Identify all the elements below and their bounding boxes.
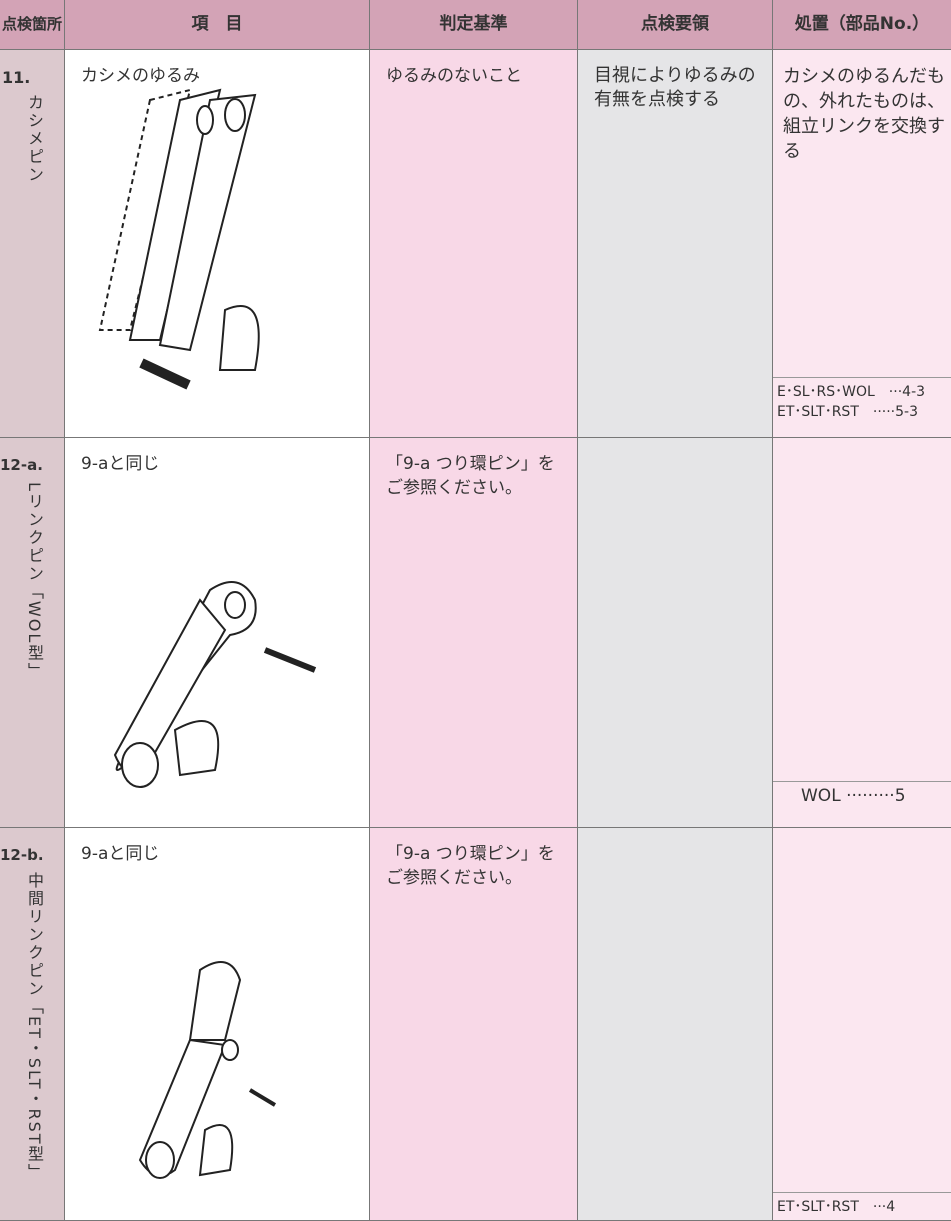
method-cell (578, 828, 773, 1221)
criterion-text: 「9-a つり環ピン」をご参照ください。 (386, 454, 555, 498)
location-cell: 12-a. Lリンクピン「WOL型」 (0, 438, 65, 828)
method-text: 目視によりゆるみの有無を点検する (594, 65, 756, 110)
criterion-cell: 「9-a つり環ピン」をご参照ください。 (370, 828, 578, 1221)
criterion-cell: ゆるみのないこと (370, 50, 578, 438)
header-item: 項 目 (65, 0, 370, 50)
criterion-text: ゆるみのないこと (386, 66, 522, 86)
location-name: Lリンクピン「WOL型」 (25, 482, 44, 681)
method-cell: 目視によりゆるみの有無を点検する (578, 50, 773, 438)
illustration (113, 581, 317, 788)
parts-box: E･SL･RS･WOL ···4-3 ET･SLT･RST ·····5-3 (773, 377, 951, 437)
parts-line: ET･SLT･RST ·····5-3 (777, 404, 918, 420)
location-cell: 11. カシメピン (0, 50, 65, 438)
parts-box: WOL ·········5 (773, 781, 951, 827)
action-cell: WOL ·········5 (773, 438, 951, 828)
header-criterion: 判定基準 (370, 0, 578, 50)
item-text: カシメのゆるみ (81, 66, 200, 86)
action-cell: カシメのゆるんだもの、外れたものは、組立リンクを交換する E･SL･RS･WOL … (773, 50, 951, 438)
action-text: カシメのゆるんだもの、外れたものは、組立リンクを交換する (783, 66, 945, 162)
location-name: カシメピン (25, 94, 44, 184)
parts-line: WOL ·········5 (801, 786, 906, 806)
location-number: 12-a. (0, 456, 43, 474)
location-cell: 12-b. 中間リンクピン「ET・SLT・RST型」 (0, 828, 65, 1221)
parts-line: E･SL･RS･WOL ···4-3 (777, 384, 926, 400)
item-text: 9-aと同じ (81, 844, 160, 864)
criterion-cell: 「9-a つり環ピン」をご参照ください。 (370, 438, 578, 828)
item-text: 9-aと同じ (81, 454, 160, 474)
header-method: 点検要領 (578, 0, 773, 50)
criterion-text: 「9-a つり環ピン」をご参照ください。 (386, 844, 555, 888)
location-number: 12-b. (0, 846, 44, 864)
method-cell (578, 438, 773, 828)
header-action: 処置（部品No.） (773, 0, 951, 50)
illustration (138, 961, 277, 1179)
location-name: 中間リンクピン「ET・SLT・RST型」 (25, 872, 44, 1182)
parts-line: ET･SLT･RST ···4 (777, 1199, 896, 1215)
item-cell: 9-aと同じ (65, 828, 370, 1221)
action-cell: ET･SLT･RST ···4 (773, 828, 951, 1221)
parts-box: ET･SLT･RST ···4 (773, 1192, 951, 1220)
item-cell: 9-aと同じ (65, 438, 370, 828)
header-location: 点検箇所 (0, 0, 65, 50)
location-number: 11. (2, 68, 31, 87)
illustration (98, 88, 260, 390)
item-cell: カシメのゆるみ (65, 50, 370, 438)
